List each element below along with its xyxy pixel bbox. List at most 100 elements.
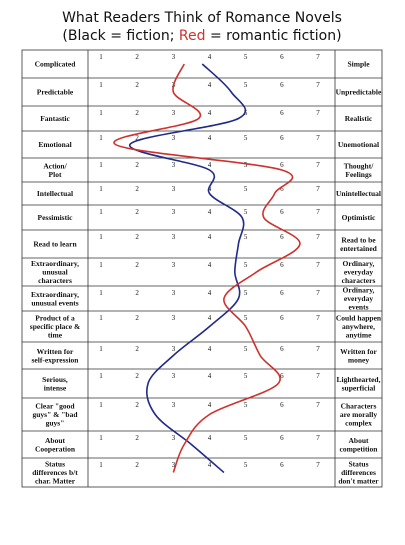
left-label: About [45,436,66,445]
left-label: Plot [49,170,62,179]
x-tick-label: 2 [135,233,139,241]
x-tick-label: 1 [99,233,103,241]
x-tick-label: 2 [135,314,139,322]
right-label: competition [340,444,379,453]
right-label: Characters [341,402,377,411]
x-tick-label: 4 [208,233,212,241]
right-label: Ordinary, [343,286,375,295]
right-label: Feelings [345,170,371,179]
left-label: Status [45,460,65,469]
x-tick-label: 6 [280,289,284,297]
left-label: Written for [37,347,74,356]
x-tick-label: 4 [208,401,212,409]
left-label: Extraordinary, [31,259,79,268]
x-tick-label: 6 [280,461,284,469]
x-tick-label: 6 [280,233,284,241]
x-tick-label: 3 [172,434,176,442]
x-tick-label: 3 [172,401,176,409]
x-tick-label: 2 [135,434,139,442]
right-label: Unintellectual [336,189,381,198]
x-tick-label: 6 [280,53,284,61]
x-tick-label: 7 [316,134,320,142]
x-tick-label: 5 [244,161,248,169]
x-tick-label: 6 [280,109,284,117]
left-label: Serious, [42,375,68,384]
x-tick-label: 1 [99,401,103,409]
x-tick-label: 3 [172,461,176,469]
x-tick-label: 4 [208,261,212,269]
x-tick-label: 7 [316,161,320,169]
x-tick-label: 7 [316,314,320,322]
x-tick-label: 5 [244,434,248,442]
x-tick-label: 6 [280,401,284,409]
x-tick-label: 1 [99,345,103,353]
table-border [21,49,383,488]
right-label: characters [342,276,376,285]
x-tick-label: 7 [316,434,320,442]
x-tick-label: 7 [316,461,320,469]
left-label: Emotional [38,140,71,149]
x-tick-label: 3 [172,314,176,322]
x-tick-label: 7 [316,345,320,353]
x-tick-label: 7 [316,81,320,89]
x-tick-label: 2 [135,372,139,380]
x-tick-label: 6 [280,434,284,442]
x-tick-label: 3 [172,185,176,193]
right-label: events [349,303,369,312]
x-tick-label: 1 [99,434,103,442]
x-tick-label: 2 [135,261,139,269]
x-tick-label: 5 [244,261,248,269]
left-label: Predictable [37,88,74,97]
x-tick-label: 5 [244,461,248,469]
x-tick-label: 1 [99,134,103,142]
right-label: Optimistic [342,213,376,222]
x-tick-label: 7 [316,261,320,269]
x-tick-label: 5 [244,109,248,117]
left-label: Intellectual [37,189,73,198]
x-tick-label: 1 [99,289,103,297]
right-label: complex [345,419,372,428]
x-tick-label: 2 [135,401,139,409]
x-tick-label: 7 [316,289,320,297]
x-tick-label: 6 [280,208,284,216]
x-tick-label: 7 [316,401,320,409]
x-tick-label: 3 [172,109,176,117]
x-tick-label: 4 [208,161,212,169]
x-tick-label: 1 [99,261,103,269]
left-label: Extraordinary, [31,290,79,299]
x-tick-label: 5 [244,314,248,322]
x-tick-label: 2 [135,109,139,117]
x-tick-label: 4 [208,461,212,469]
x-tick-label: 2 [135,53,139,61]
x-tick-label: 7 [316,233,320,241]
x-tick-label: 3 [172,345,176,353]
right-label: Unemotional [338,140,379,149]
x-tick-label: 3 [172,289,176,297]
right-label: differences [341,468,376,477]
x-tick-label: 3 [172,134,176,142]
left-label: char. Matter [35,477,76,486]
chart-title: What Readers Think of Romance Novels [62,10,342,26]
left-label: self-expression [32,355,80,364]
x-tick-label: 5 [244,233,248,241]
left-label: Fantastic [40,114,70,123]
right-label: Realistic [345,114,373,123]
left-label: Pessimistic [38,213,74,222]
subtitle-part: = romantic fiction) [206,28,342,44]
x-tick-label: 1 [99,161,103,169]
x-tick-label: 4 [208,434,212,442]
right-label: superficial [342,383,376,392]
x-tick-label: 6 [280,345,284,353]
x-tick-label: 6 [280,261,284,269]
right-label: Could happen [336,314,382,323]
right-label: Unpredictable [336,88,382,97]
x-tick-label: 4 [208,109,212,117]
x-tick-label: 5 [244,81,248,89]
right-label: everyday [344,294,373,303]
chart-subtitle: (Black = fiction; Red = romantic fiction… [62,28,341,44]
right-label: anywhere, [342,322,375,331]
x-tick-label: 7 [316,109,320,117]
right-label: everyday [344,268,373,277]
x-tick-label: 1 [99,185,103,193]
